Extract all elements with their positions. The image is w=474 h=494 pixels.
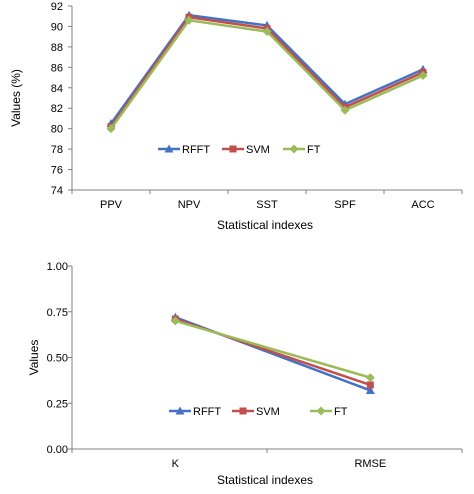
data-point-ft [418,71,428,81]
legend-label-ft: FT [334,406,348,418]
legend-marker [229,145,237,153]
x-tick-label: RMSE [354,458,386,470]
legend-label-ft: FT [307,144,321,156]
y-tick-label: 86 [51,62,63,74]
x-tick-label: ACC [411,199,434,211]
y-tick-label: 0.00 [47,444,68,456]
chart-2: 0.00 0.25 0.50 0.75 1.00 K RMSE Statistical ind… [27,261,463,487]
data-point-ft [262,27,272,37]
data-point-svm [366,381,374,389]
y-tick-label: 78 [51,144,63,156]
data-point-rfft [365,385,375,394]
y-tick-label: 0.50 [47,353,68,365]
data-point-ft [106,124,116,134]
data-point-ft [170,316,180,326]
legend-label-svm: SVM [246,144,270,156]
legend-marker [239,407,247,415]
y-tick-label: 74 [51,185,63,197]
legend-marker [289,144,299,154]
y-tick-label: 84 [51,83,63,95]
x-axis-title: Statistical indexes [217,473,313,487]
legend: RFFT SVM FT [158,144,321,156]
legend-label-svm: SVM [256,406,280,418]
y-axis-title: Values (%) [9,69,23,127]
legend-marker [316,406,326,416]
y-tick-label: 92 [51,1,63,13]
x-tick-label: K [172,458,180,470]
x-tick-label: PPV [100,199,123,211]
series-line-ft [109,18,424,130]
y-tick-label: 0.25 [47,398,68,410]
x-tick-label: NPV [178,199,201,211]
y-tick-label: 76 [51,165,63,177]
y-tick-label: 1.00 [47,261,68,273]
series-line-ft [175,319,371,379]
y-axis-title: Values [27,340,41,376]
y-tick-label: 90 [51,21,63,33]
x-tick-label: SPF [334,199,356,211]
y-tick-label: 80 [51,124,63,136]
y-tick-label: 82 [51,103,63,115]
y-tick-label: 0.75 [47,307,68,319]
legend-marker [175,406,185,415]
data-point-ft [365,373,375,383]
legend-label-rfft: RFFT [182,144,210,156]
legend-marker [164,144,174,153]
x-axis-title: Statistical indexes [217,218,313,232]
y-tick-label: 88 [51,42,63,54]
data-point-ft [184,15,194,25]
legend-label-rfft: RFFT [193,406,221,418]
chart-1: 74 76 78 80 82 84 86 88 90 92 PPV NPV SST SPF ACC Stati… [9,1,463,232]
data-point-ft [340,105,350,115]
x-tick-label: SST [256,199,278,211]
legend: RFFT SVM FT [169,406,348,418]
